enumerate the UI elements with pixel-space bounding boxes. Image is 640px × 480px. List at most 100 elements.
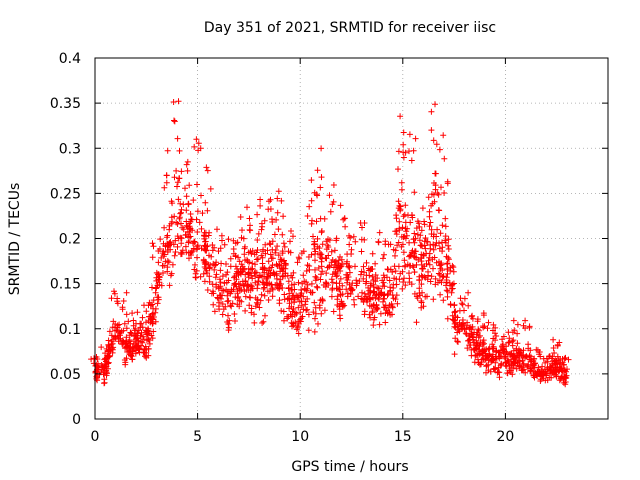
x-tick-label: 0: [91, 429, 100, 445]
data-point: [385, 290, 392, 297]
data-point: [469, 312, 476, 319]
data-point: [311, 238, 318, 245]
data-point: [395, 166, 401, 173]
data-point: [99, 363, 106, 370]
data-point: [293, 292, 300, 299]
data-point: [406, 239, 413, 246]
data-point: [213, 281, 220, 288]
data-point: [149, 240, 156, 247]
data-point: [259, 248, 266, 255]
data-point: [174, 179, 181, 186]
data-point: [107, 348, 114, 355]
data-point: [550, 336, 557, 343]
data-point: [421, 218, 428, 225]
data-point: [182, 185, 188, 192]
data-point: [351, 301, 358, 308]
data-point: [436, 207, 443, 214]
data-point: [227, 302, 234, 309]
data-point: [183, 193, 190, 200]
data-point: [426, 254, 433, 261]
data-point: [245, 287, 252, 293]
data-point: [168, 270, 175, 277]
data-point: [422, 235, 429, 241]
data-point: [155, 294, 162, 301]
data-point: [440, 297, 447, 304]
data-point: [201, 229, 208, 236]
data-point: [318, 251, 325, 258]
data-point: [549, 362, 556, 369]
data-point: [314, 284, 321, 291]
data-point: [125, 338, 132, 345]
data-point: [259, 320, 266, 326]
data-point: [202, 261, 209, 268]
data-point: [420, 252, 427, 259]
data-point: [173, 219, 180, 226]
data-point: [190, 245, 197, 252]
data-point: [381, 304, 388, 311]
data-point: [367, 314, 374, 321]
data-point: [134, 330, 141, 337]
data-point: [300, 306, 307, 313]
data-point: [385, 305, 392, 311]
data-point: [198, 225, 205, 232]
data-point: [352, 263, 358, 270]
data-point: [395, 239, 402, 246]
data-point: [266, 240, 273, 247]
data-point: [441, 155, 448, 162]
data-point: [376, 321, 383, 328]
data-point: [312, 273, 319, 280]
data-point: [154, 300, 161, 307]
data-point: [318, 145, 325, 152]
data-point: [264, 274, 271, 281]
data-point: [267, 206, 274, 212]
data-point: [314, 243, 321, 250]
data-point: [337, 263, 344, 270]
data-point: [237, 214, 244, 220]
data-point: [178, 235, 185, 242]
data-point: [183, 161, 190, 168]
data-point: [490, 365, 497, 372]
data-point: [292, 309, 298, 316]
data-point: [527, 358, 534, 365]
data-point: [402, 235, 409, 242]
data-point: [269, 246, 276, 253]
data-point: [366, 287, 373, 294]
data-point: [427, 278, 434, 285]
data-point: [277, 256, 284, 263]
data-point: [308, 280, 315, 287]
y-tick-label: 0.3: [59, 141, 81, 157]
data-point: [280, 308, 287, 315]
data-point: [397, 203, 404, 210]
data-point: [134, 309, 141, 316]
data-point: [305, 311, 312, 318]
data-point: [244, 281, 251, 288]
data-point: [506, 339, 513, 346]
data-point: [329, 279, 336, 286]
data-point: [218, 295, 224, 302]
data-point: [267, 241, 274, 248]
data-point: [426, 250, 433, 257]
data-point: [305, 254, 312, 260]
data-point: [437, 261, 444, 268]
data-point: [433, 239, 440, 246]
data-point: [271, 231, 278, 238]
data-point: [150, 297, 157, 304]
data-point: [193, 246, 200, 253]
data-point: [392, 268, 399, 275]
data-point: [186, 255, 192, 262]
data-point: [414, 295, 421, 302]
data-point: [393, 228, 400, 235]
data-point: [303, 307, 310, 314]
data-point: [98, 344, 105, 351]
data-point: [509, 338, 516, 345]
data-point: [417, 242, 424, 249]
data-point: [168, 220, 175, 227]
axis-ticks: 0 0.05 0.1 0.15 0.2 0.25 0.3 0.35 0.4 0 5 10 15 20: [50, 51, 608, 445]
data-point: [400, 279, 407, 285]
data-point: [268, 255, 275, 262]
data-point: [425, 257, 432, 264]
data-point: [244, 256, 250, 263]
data-point: [255, 278, 262, 285]
chart-title: Day 351 of 2021, SRMTID for receiver iis…: [204, 20, 496, 36]
